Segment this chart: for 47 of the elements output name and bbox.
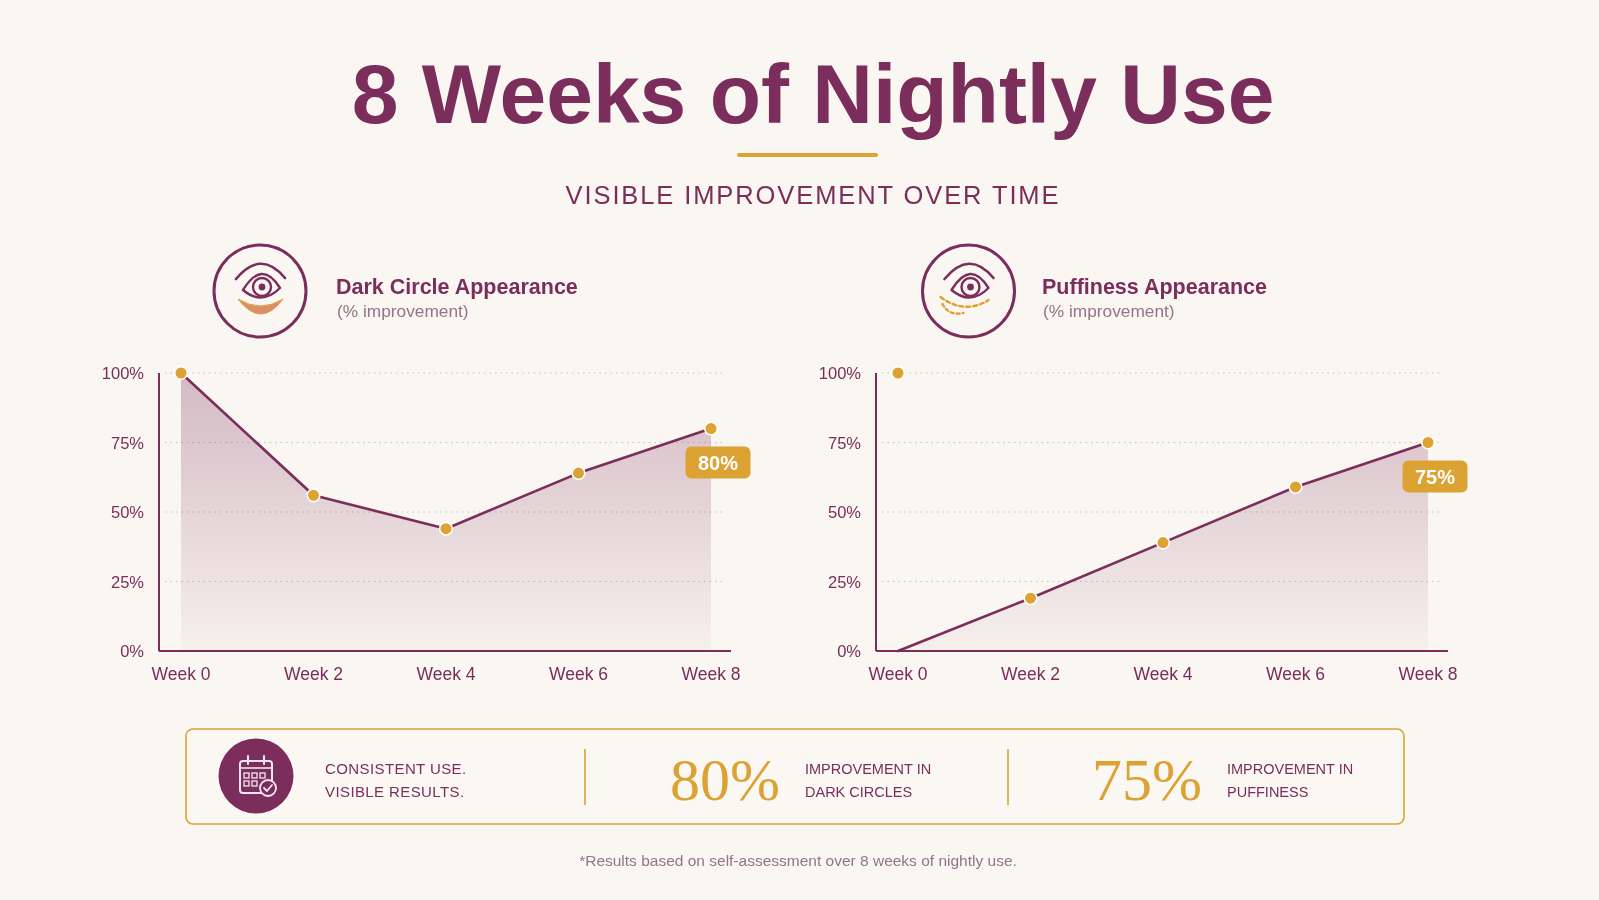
text: CONSISTENT USE. xyxy=(325,760,467,777)
y-tick-label: 100% xyxy=(818,364,862,382)
chart-title: Dark Circle Appearance xyxy=(336,275,578,299)
point xyxy=(1288,479,1303,495)
x-tick-label: Week 2 xyxy=(1000,664,1061,684)
x-tick-label: Week 8 xyxy=(681,664,741,684)
point xyxy=(1155,535,1171,550)
x-tick-label: Week 6 xyxy=(548,664,609,684)
x-tick-label: Week 4 xyxy=(416,664,476,684)
chart-subtitle: (% improvement) xyxy=(337,301,469,321)
point xyxy=(438,521,454,536)
y-tick-label: 100% xyxy=(101,364,145,382)
text: IMPROVEMENT IN xyxy=(805,761,932,777)
y-tick-label: 50% xyxy=(110,503,145,521)
text: 8 Weeks of Nightly Use xyxy=(351,47,1275,141)
point xyxy=(703,421,719,436)
point xyxy=(306,488,321,503)
x-tick-label: Week 8 xyxy=(1398,664,1458,684)
data-label: 80% xyxy=(697,451,739,474)
y-tick-label: 25% xyxy=(827,572,862,591)
x-tick-label: Week 6 xyxy=(1265,664,1326,684)
text: PUFFINESS xyxy=(1227,784,1309,800)
x-tick-label: Week 0 xyxy=(151,664,211,684)
y-tick-label: 75% xyxy=(110,433,145,452)
y-tick-label: 0% xyxy=(120,642,145,660)
point xyxy=(1420,435,1436,450)
text: VISIBLE IMPROVEMENT OVER TIME xyxy=(565,181,1061,209)
y-tick-label: 0% xyxy=(837,642,862,660)
text: IMPROVEMENT IN xyxy=(1227,761,1354,777)
point xyxy=(173,365,189,381)
text: DARK CIRCLES xyxy=(805,784,913,800)
x-tick-label: Week 0 xyxy=(868,664,928,684)
point xyxy=(890,365,906,381)
y-tick-label: 25% xyxy=(110,572,145,591)
y-tick-label: 50% xyxy=(827,503,862,521)
chart-subtitle: (% improvement) xyxy=(1043,301,1175,321)
text: 75% xyxy=(1092,747,1202,813)
data-label: 75% xyxy=(1414,465,1456,488)
chart-title: Puffiness Appearance xyxy=(1042,275,1268,299)
x-tick-label: Week 2 xyxy=(283,664,344,684)
y-tick-label: 75% xyxy=(827,433,862,452)
text: *Results based on self-assessment over 8 weeks of nightly use. xyxy=(579,852,1017,869)
point xyxy=(571,465,586,481)
text: VISIBLE RESULTS. xyxy=(325,783,465,800)
x-tick-label: Week 4 xyxy=(1133,664,1193,684)
text: 80% xyxy=(670,747,780,813)
point xyxy=(1023,591,1038,606)
